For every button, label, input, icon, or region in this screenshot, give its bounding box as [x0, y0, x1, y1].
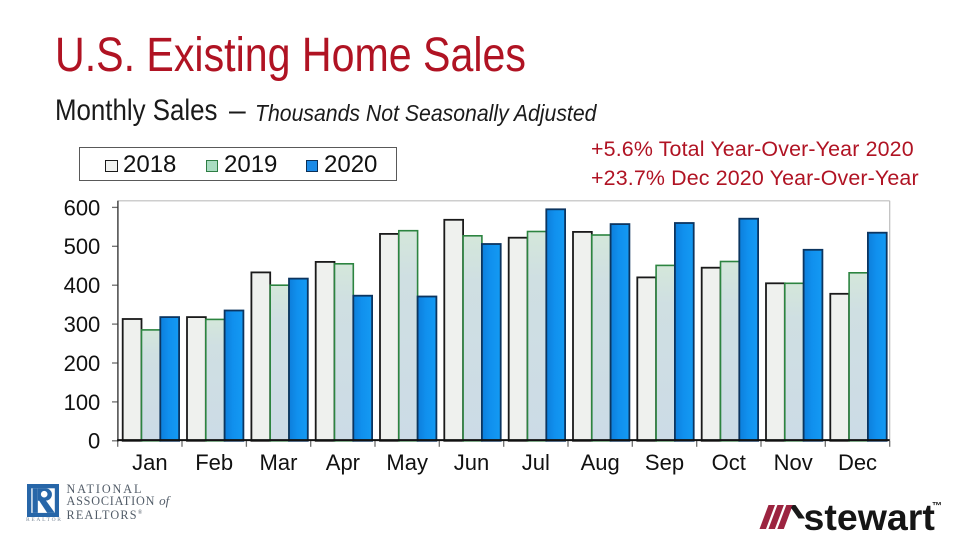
svg-text:Sep: Sep — [645, 450, 684, 475]
svg-text:500: 500 — [64, 234, 101, 259]
svg-text:Oct: Oct — [712, 450, 746, 475]
svg-text:200: 200 — [64, 351, 101, 376]
svg-text:100: 100 — [64, 390, 101, 415]
svg-text:Nov: Nov — [774, 450, 813, 475]
svg-text:400: 400 — [64, 273, 101, 298]
svg-text:Jul: Jul — [522, 450, 550, 475]
svg-text:Mar: Mar — [260, 450, 298, 475]
svg-text:Apr: Apr — [326, 450, 360, 475]
svg-text:May: May — [386, 450, 428, 475]
svg-text:Jun: Jun — [454, 450, 489, 475]
svg-text:Aug: Aug — [581, 450, 620, 475]
svg-text:Dec: Dec — [838, 450, 877, 475]
svg-text:600: 600 — [64, 195, 101, 220]
svg-text:Feb: Feb — [195, 450, 233, 475]
svg-text:0: 0 — [88, 429, 100, 454]
svg-text:Jan: Jan — [132, 450, 167, 475]
svg-text:300: 300 — [64, 312, 101, 337]
